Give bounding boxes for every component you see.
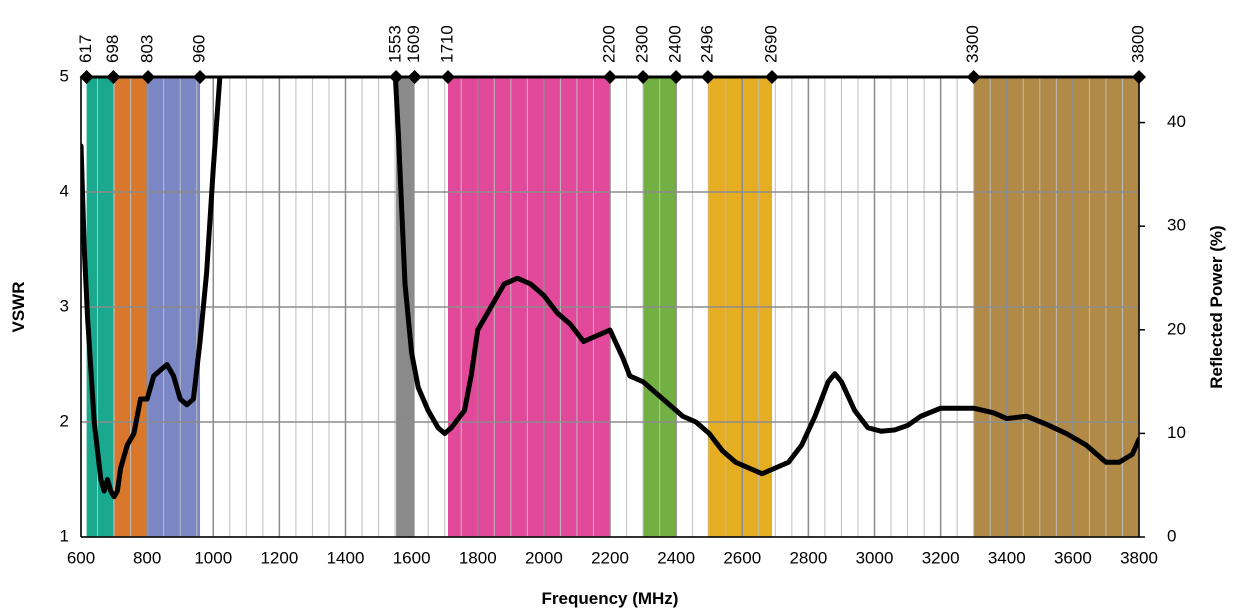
y2-tick-label: 40 xyxy=(1167,112,1186,131)
x-tick-label: 2200 xyxy=(591,548,629,567)
y2-tick-label: 0 xyxy=(1167,526,1176,545)
band-edge-marker xyxy=(389,70,404,84)
x-tick-label: 1000 xyxy=(194,548,232,567)
x-tick-label: 1400 xyxy=(327,548,365,567)
y-tick-label: 3 xyxy=(60,296,69,315)
x-tick-label: 3800 xyxy=(1120,548,1158,567)
band-edge-marker xyxy=(966,70,981,84)
band-edge-marker xyxy=(603,70,617,84)
band-edge-marker xyxy=(79,70,94,84)
y-axis-title: VSWR xyxy=(9,282,28,333)
y-tick-label: 2 xyxy=(60,411,69,430)
x-tick-label: 3400 xyxy=(988,548,1026,567)
y2-tick-label: 30 xyxy=(1167,216,1186,235)
y-tick-label: 1 xyxy=(60,526,69,545)
x-tick-label: 2000 xyxy=(525,548,563,567)
band-edge-label: 960 xyxy=(190,35,209,63)
band-edge-label: 2496 xyxy=(697,25,716,63)
band-edge-marker xyxy=(636,70,651,84)
band-edge-label: 617 xyxy=(76,35,95,63)
band-edge-marker xyxy=(1132,70,1146,84)
band-edge-label: 1609 xyxy=(404,25,423,63)
vswr-line xyxy=(81,77,1139,500)
x-tick-label: 1800 xyxy=(459,548,497,567)
x-tick-label: 800 xyxy=(133,548,161,567)
x-tick-label: 1200 xyxy=(260,548,298,567)
band-edge-label: 803 xyxy=(138,35,157,63)
y-tick-label: 5 xyxy=(60,66,69,85)
band-edge-marker xyxy=(765,70,780,84)
x-tick-label: 3600 xyxy=(1054,548,1092,567)
x-axis-title: Frequency (MHz) xyxy=(542,589,679,608)
band-edge-label: 1553 xyxy=(386,25,405,63)
band-edge-marker xyxy=(407,70,422,84)
band-edge-label: 2690 xyxy=(761,25,780,63)
band-edge-marker xyxy=(106,70,121,84)
band-edge-marker xyxy=(141,70,156,84)
x-tick-label: 3000 xyxy=(856,548,894,567)
y2-tick-label: 10 xyxy=(1167,423,1186,442)
band-edge-label: 2300 xyxy=(633,25,652,63)
band-edge-label: 1710 xyxy=(437,25,456,63)
band-edge-label: 3300 xyxy=(963,25,982,63)
band-edge-marker xyxy=(700,70,715,84)
y2-tick-label: 20 xyxy=(1167,319,1186,338)
x-tick-label: 600 xyxy=(67,548,95,567)
x-tick-label: 2600 xyxy=(723,548,761,567)
x-tick-label: 2800 xyxy=(789,548,827,567)
band-edge-label: 698 xyxy=(103,35,122,63)
band-edge-marker xyxy=(440,70,455,84)
x-tick-label: 1600 xyxy=(393,548,431,567)
band-edge-label: 3800 xyxy=(1128,25,1147,63)
x-tick-label: 3200 xyxy=(922,548,960,567)
plot-area xyxy=(81,77,1139,500)
x-tick-label: 2400 xyxy=(657,548,695,567)
y-tick-label: 4 xyxy=(60,181,69,200)
band-edge-marker xyxy=(669,70,684,84)
axes: 600 800 1000 1200 1400 1600 1800 2000 2200 2400 26… xyxy=(60,25,1186,567)
band-edge-marker xyxy=(193,70,208,84)
band-edge-label: 2400 xyxy=(666,25,685,63)
y2-axis-title: Reflected Power (%) xyxy=(1207,225,1226,388)
band-edge-label: 2200 xyxy=(599,25,618,63)
